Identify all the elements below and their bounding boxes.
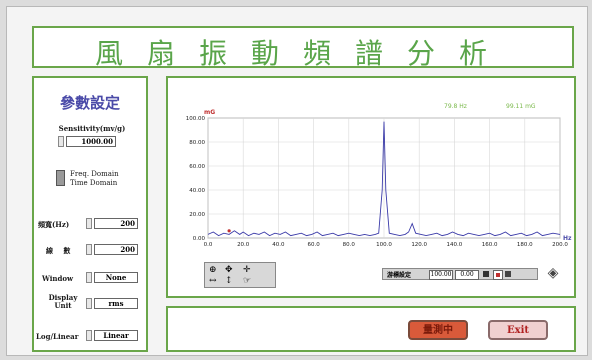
cursor-x-field[interactable]: 100.00 xyxy=(429,270,453,280)
cursor-marker xyxy=(227,229,231,233)
zoom-x-icon[interactable]: ↔ xyxy=(209,276,217,286)
sensitivity-field[interactable]: 1000.00 xyxy=(66,136,116,147)
bandwidth-spinner[interactable] xyxy=(86,218,92,229)
hand-icon[interactable]: ☞ xyxy=(243,276,252,286)
domain-toggle[interactable] xyxy=(56,170,65,186)
cursor-lock-icon[interactable] xyxy=(505,271,511,277)
display-unit-label: Display Unit xyxy=(48,293,78,310)
x-tick-label: 120.0 xyxy=(411,242,427,248)
x-tick-label: 200.0 xyxy=(552,242,568,248)
settings-panel: 參數設定 Sensitivity(mv/g) 1000.00 Freq. Dom… xyxy=(32,76,148,352)
display-unit-select[interactable]: rms xyxy=(94,298,138,309)
loglinear-label: Log/Linear xyxy=(36,332,79,341)
zoom-icon[interactable]: ⊕ xyxy=(209,265,217,275)
pan-icon[interactable]: ✥ xyxy=(225,265,233,275)
bandwidth-label: 頻寬(Hz) xyxy=(38,220,70,229)
cursor-y-field[interactable]: 0.00 xyxy=(455,270,479,280)
time-domain-option: Time Domain xyxy=(70,179,118,187)
page-title: 風扇振動頻譜分析 xyxy=(94,37,511,70)
x-tick-label: 0.0 xyxy=(204,242,213,248)
display-unit-spinner[interactable] xyxy=(86,298,92,309)
cursor-color-icon[interactable] xyxy=(493,270,503,280)
sensitivity-spinner[interactable] xyxy=(58,136,64,147)
y-tick-label: 60.00 xyxy=(189,164,205,170)
x-tick-label: 40.0 xyxy=(272,242,285,248)
y-tick-label: 0.00 xyxy=(193,236,206,242)
x-tick-label: 100.0 xyxy=(376,242,392,248)
x-tick-label: 20.0 xyxy=(237,242,250,248)
cursor-style-icon[interactable] xyxy=(483,271,489,277)
title-banner: 風扇振動頻譜分析 xyxy=(32,26,574,70)
measuring-button[interactable]: 量測中 xyxy=(408,320,468,340)
x-tick-label: 60.0 xyxy=(307,242,320,248)
freq-domain-option: Freq. Domain xyxy=(70,170,119,178)
spectrum-chart-panel: mG Hz 79.8 Hz 99.11 mG 0.0 20.0 40.0 60.0 80… xyxy=(166,76,576,298)
sensitivity-label: Sensitivity(mv/g) xyxy=(58,124,126,133)
x-axis-label: Hz xyxy=(563,235,572,242)
x-tick-label: 140.0 xyxy=(447,242,463,248)
y-axis-label: mG xyxy=(204,109,215,116)
window-select[interactable]: None xyxy=(94,272,138,283)
settings-heading: 參數設定 xyxy=(59,94,120,112)
x-tick-label: 180.0 xyxy=(517,242,533,248)
x-tick-label: 160.0 xyxy=(482,242,498,248)
bandwidth-field[interactable]: 200 xyxy=(94,218,138,229)
loglinear-select[interactable]: Linear xyxy=(94,330,138,341)
lines-field[interactable]: 200 xyxy=(94,244,138,255)
y-tick-label: 40.00 xyxy=(189,188,205,194)
cursor-label: 游標設定 xyxy=(387,272,412,279)
loglinear-spinner[interactable] xyxy=(86,330,92,341)
amplitude-readout: 99.11 mG xyxy=(506,103,536,110)
zoom-y-icon[interactable]: ↕ xyxy=(225,276,233,286)
status-panel: 量測中 Exit xyxy=(166,306,576,352)
window-label: Window xyxy=(42,274,74,283)
cursor-legend: 游標設定 100.00 0.00 xyxy=(382,268,538,280)
spectrum-trace xyxy=(207,121,561,237)
window-spinner[interactable] xyxy=(86,272,92,283)
y-tick-label: 80.00 xyxy=(189,140,205,146)
y-tick-label: 100.00 xyxy=(186,116,206,122)
zoom-toolbox[interactable]: ⊕ ✥ ✛ ↔ ↕ ☞ xyxy=(204,262,276,288)
cursor-icon[interactable]: ✛ xyxy=(243,265,251,275)
frequency-readout: 79.8 Hz xyxy=(444,103,467,110)
exit-button[interactable]: Exit xyxy=(488,320,548,340)
lines-label: 線 數 xyxy=(46,246,75,255)
spectrum-chart: mG Hz 79.8 Hz 99.11 mG 0.0 20.0 40.0 60.0 80… xyxy=(186,103,572,248)
x-tick-label: 80.0 xyxy=(343,242,356,248)
cursor-move-icon[interactable]: ◈ xyxy=(547,265,559,281)
lines-spinner[interactable] xyxy=(86,244,92,255)
y-tick-label: 20.00 xyxy=(189,212,205,218)
